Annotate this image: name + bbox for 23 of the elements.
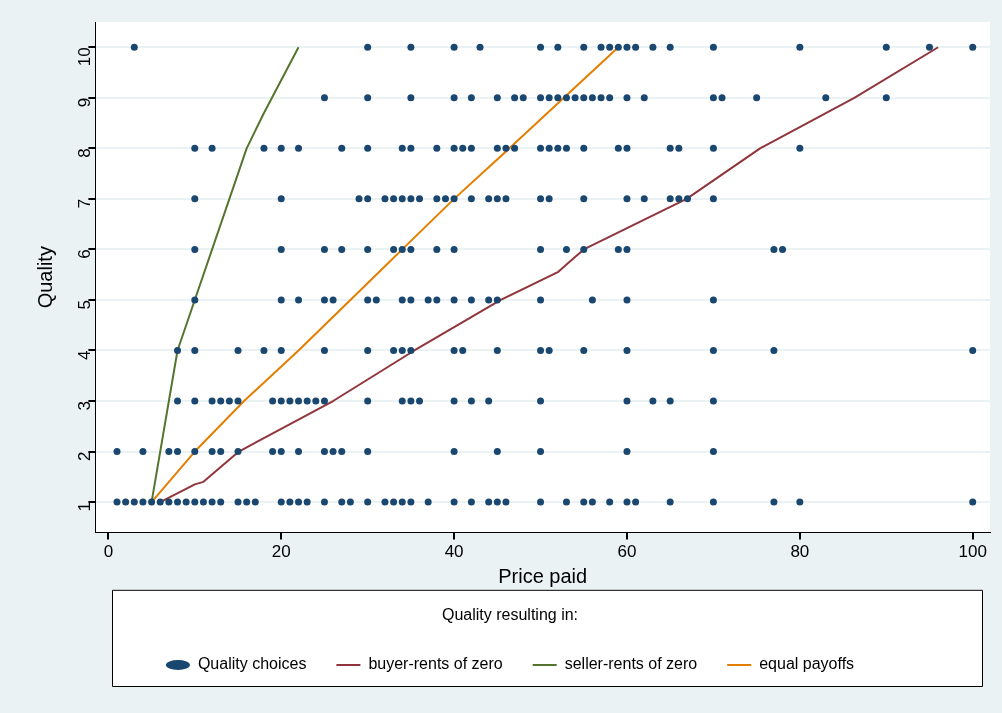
x-tick-label: 80 [790,542,810,562]
y-tick-label: 9 [75,97,95,108]
x-tick-label: 40 [444,542,464,562]
x-tick-label: 0 [103,542,114,562]
y-tick-label: 7 [75,198,95,209]
y-tick-label: 2 [75,451,95,462]
y-tick-label: 1 [75,502,95,512]
legend-label: equal payoffs [759,655,855,673]
y-tick-label: 8 [75,148,95,158]
x-axis-title: Price paid [498,565,588,588]
x-tick-label: 60 [617,542,637,562]
y-tick-label: 10 [75,47,95,67]
y-tick-label: 5 [75,299,95,310]
legend-title: Quality resulting in: [441,606,579,624]
legend-label: Quality choices [197,655,307,673]
x-tick-label: 20 [271,542,291,562]
y-tick-label: 3 [75,401,95,411]
x-tick-label: 100 [958,542,987,562]
y-axis-title: Quality [33,246,56,309]
y-tick-label: 4 [75,350,95,360]
legend-label: seller-rents of zero [564,655,698,673]
legend-label: buyer-rents of zero [368,655,503,673]
y-tick-label: 6 [75,249,95,259]
